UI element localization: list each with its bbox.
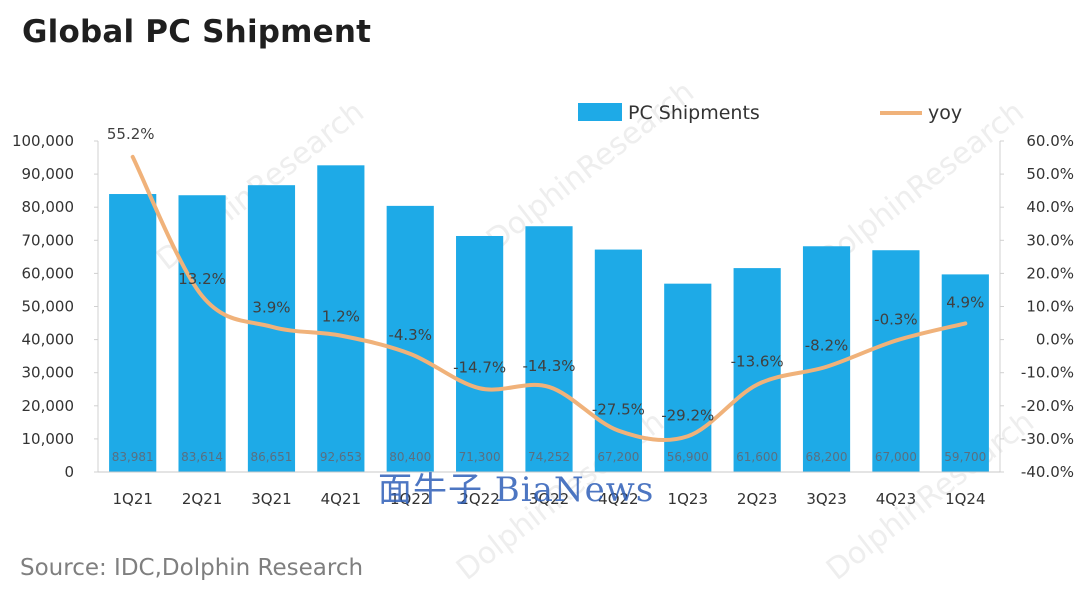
bar <box>178 195 226 472</box>
bar-value-label: 67,000 <box>875 450 917 464</box>
yoy-value-label: 13.2% <box>178 270 226 288</box>
yoy-value-label: -0.3% <box>874 311 918 329</box>
yoy-value-label: 4.9% <box>946 293 984 311</box>
yoy-value-label: -4.3% <box>388 326 432 344</box>
bar <box>456 235 504 472</box>
y-tick-label-right: -10.0% <box>1021 364 1074 382</box>
bar <box>109 194 157 472</box>
bar <box>664 283 712 472</box>
yoy-value-label: -14.7% <box>453 358 506 376</box>
bar-value-label: 71,300 <box>459 450 501 464</box>
x-tick-label: 3Q21 <box>251 490 291 508</box>
bar-value-label: 83,981 <box>112 450 154 464</box>
x-tick-label: 2Q21 <box>182 490 222 508</box>
chart-title: Global PC Shipment <box>22 14 372 50</box>
yoy-value-label: -14.3% <box>522 357 575 375</box>
y-tick-label-left: 80,000 <box>22 198 75 216</box>
x-tick-label: 4Q22 <box>598 490 638 508</box>
x-tick-label: 1Q23 <box>668 490 708 508</box>
bar-value-label: 67,200 <box>597 450 639 464</box>
bar-value-label: 74,252 <box>528 450 570 464</box>
bar-value-label: 61,600 <box>736 450 778 464</box>
bar <box>594 249 642 472</box>
y-tick-label-left: 40,000 <box>22 331 75 349</box>
x-tick-label: 2Q23 <box>737 490 777 508</box>
bar-data-labels: 83,981 83,614 86,651 92,653 80,400 71,300 74,2… <box>112 450 987 464</box>
y-tick-label-right: 60.0% <box>1026 132 1074 150</box>
yoy-value-label: -27.5% <box>592 401 645 419</box>
bar-value-label: 56,900 <box>667 450 709 464</box>
x-tick-label: 3Q22 <box>529 490 569 508</box>
bar-value-label: 59,700 <box>944 450 986 464</box>
legend-label-bars: PC Shipments <box>628 102 760 124</box>
x-tick-label: 2Q22 <box>459 490 499 508</box>
bar <box>525 226 573 472</box>
x-tick-label: 4Q21 <box>321 490 361 508</box>
y-tick-label-right: 40.0% <box>1026 198 1074 216</box>
yoy-value-label: 3.9% <box>252 299 290 317</box>
y-tick-label-right: 20.0% <box>1026 264 1074 282</box>
legend: PC Shipments yoy <box>578 102 962 124</box>
y-tick-label-left: 70,000 <box>22 231 75 249</box>
bar-value-label: 86,651 <box>250 450 292 464</box>
x-tick-label: 1Q22 <box>390 490 430 508</box>
bar <box>733 268 781 472</box>
bar <box>386 205 434 472</box>
y-tick-label-right: 50.0% <box>1026 165 1074 183</box>
y-tick-label-right: 30.0% <box>1026 231 1074 249</box>
y-tick-label-right: 0.0% <box>1036 331 1074 349</box>
y-tick-label-left: 30,000 <box>22 364 75 382</box>
yoy-value-label: -13.6% <box>731 353 784 371</box>
x-tick-label: 1Q24 <box>945 490 985 508</box>
y-axis-left: 0 10,000 20,000 30,000 40,000 50,000 60,000 70,… <box>12 132 99 481</box>
bar-value-label: 68,200 <box>806 450 848 464</box>
yoy-line-series <box>130 154 968 443</box>
bar-series <box>109 165 989 473</box>
y-tick-label-right: -40.0% <box>1021 463 1074 481</box>
yoy-value-label: -8.2% <box>805 337 849 355</box>
yoy-value-label: 55.2% <box>107 125 155 143</box>
bar-value-label: 80,400 <box>389 450 431 464</box>
x-tick-label: 3Q23 <box>806 490 846 508</box>
yoy-line <box>130 154 968 443</box>
bar-value-label: 83,614 <box>181 450 223 464</box>
y-tick-label-left: 10,000 <box>22 430 75 448</box>
bar <box>872 250 920 472</box>
yoy-value-label: -29.2% <box>661 406 714 424</box>
legend-label-line: yoy <box>928 102 962 124</box>
y-tick-label-left: 100,000 <box>12 132 74 150</box>
y-tick-label-right: 10.0% <box>1026 298 1074 316</box>
x-tick-label: 1Q21 <box>112 490 152 508</box>
x-axis: 1Q21 2Q21 3Q21 4Q21 1Q22 2Q22 3Q22 4Q22 1Q23 2Q23… <box>98 471 1000 508</box>
y-tick-label-left: 0 <box>64 463 74 481</box>
bar <box>941 274 989 472</box>
bar <box>317 165 365 472</box>
y-tick-label-left: 60,000 <box>22 264 75 282</box>
source-note: Source: IDC,Dolphin Research <box>20 555 364 581</box>
x-tick-label: 4Q23 <box>876 490 916 508</box>
bar-value-label: 92,653 <box>320 450 362 464</box>
y-axis-right: -40.0% -30.0% -20.0% -10.0% 0.0% 10.0% 20.0% 30… <box>999 132 1074 481</box>
y-tick-label-right: -20.0% <box>1021 397 1074 415</box>
y-tick-label-left: 50,000 <box>22 298 75 316</box>
legend-swatch-bars <box>578 103 622 121</box>
y-tick-label-left: 90,000 <box>22 165 75 183</box>
y-tick-label-left: 20,000 <box>22 397 75 415</box>
yoy-value-label: 1.2% <box>322 308 360 326</box>
yoy-data-labels: 55.2% 13.2% 3.9% 1.2% -4.3% -14.7% -14.3% -27.5… <box>107 125 984 424</box>
y-tick-label-right: -30.0% <box>1021 430 1074 448</box>
